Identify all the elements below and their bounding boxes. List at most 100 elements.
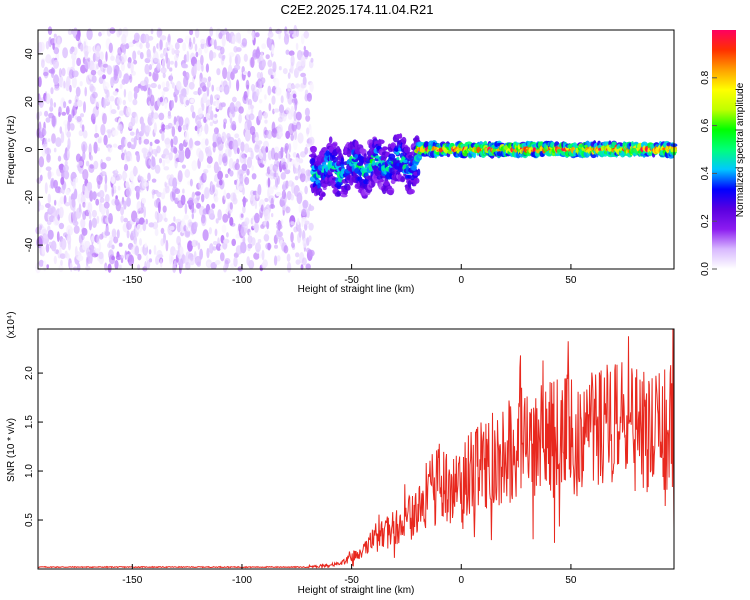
spectrogram-cell	[171, 48, 175, 55]
spectrogram-cell	[198, 150, 204, 163]
spectrogram-cell	[58, 222, 65, 230]
spectrogram-cell	[321, 183, 328, 188]
spectrogram-cell	[141, 197, 146, 204]
spectrogram-cell	[58, 264, 64, 273]
spectrogram-cell	[165, 137, 171, 149]
spectrogram-cell	[290, 133, 295, 141]
spectrogram-cell	[288, 50, 295, 56]
spectrogram-cell	[64, 160, 68, 166]
spectrogram-cell	[131, 70, 136, 76]
spectrogram-cell	[90, 69, 97, 76]
snr-x-ticks: -150 -100 -50 0 50	[122, 564, 577, 586]
spectrogram-cell	[162, 87, 170, 92]
spectrogram-cell	[178, 143, 184, 151]
spectrogram-cell	[298, 203, 303, 214]
spectrogram-cell	[248, 259, 255, 269]
spectrogram-cell	[242, 186, 245, 196]
spectrogram-cell	[271, 95, 276, 105]
spectrogram-cell	[107, 263, 112, 273]
spectrogram-cell	[112, 143, 118, 148]
spectrogram-cell	[120, 206, 125, 216]
spectrogram-cell	[71, 197, 76, 208]
spectrogram-cell	[86, 28, 93, 41]
spectrogram-cell	[220, 252, 225, 262]
spectrogram-cell	[130, 180, 135, 192]
spectrogram-cell	[229, 216, 234, 226]
spectrogram-cell	[93, 160, 99, 170]
spectrogram-cell	[255, 32, 260, 38]
spectrogram-cell	[240, 141, 245, 153]
spectrogram-cell	[118, 69, 122, 79]
spectrogram-cell	[48, 69, 55, 74]
y-tick-label: 0	[24, 146, 35, 152]
spectrogram-cell	[170, 138, 174, 148]
spectrogram-cell	[105, 156, 112, 162]
spectrogram-cell	[167, 110, 171, 117]
spectrogram-cell	[156, 213, 163, 223]
spectrogram-cell	[185, 99, 190, 106]
spectrogram-cell	[195, 59, 202, 71]
spectrogram-cell	[125, 181, 130, 187]
spectrogram-cell	[298, 158, 304, 164]
spectrogram-cell	[210, 38, 215, 46]
spectrogram-cell	[181, 218, 186, 227]
spectrogram-cell	[239, 173, 244, 185]
colorbar-ticks: 0.0 0.2 0.4 0.6 0.8	[700, 70, 717, 276]
spectrogram-cell	[114, 198, 120, 206]
x-tick-label: -50	[344, 575, 359, 586]
spectrogram-cell	[66, 75, 71, 88]
spectrogram-cell	[202, 85, 207, 92]
spectrogram-cell	[250, 150, 254, 160]
spectrogram-cell	[403, 146, 411, 154]
spectrogram-cells	[35, 24, 678, 274]
spectrogram-cell	[138, 136, 142, 145]
spectrogram-cell	[198, 47, 203, 56]
spectrogram-cell	[183, 54, 188, 63]
spectrogram-cell	[254, 199, 258, 210]
spectrogram-cell	[123, 200, 127, 210]
spectrogram-cell	[111, 244, 115, 250]
spectrogram-cell	[308, 235, 312, 242]
spectrogram-cell	[191, 111, 196, 119]
spectrogram-cell	[223, 122, 226, 130]
spectrogram-cell	[138, 174, 141, 181]
spectrogram-cell	[260, 204, 264, 212]
spectrogram-cell	[292, 93, 297, 99]
spectrogram-cell	[85, 265, 91, 271]
spectrogram-cell	[87, 202, 93, 214]
spectrogram-cell	[102, 113, 107, 125]
spectrogram-cell	[234, 179, 237, 185]
spectrogram-cell	[206, 86, 210, 97]
spectrogram-cell	[304, 108, 310, 117]
spectrogram-cell	[115, 254, 122, 261]
spectrogram-cell	[408, 155, 413, 159]
spectrogram-cell	[143, 138, 150, 145]
spectrogram-cell	[213, 127, 219, 135]
spectrogram-cell	[160, 53, 164, 59]
spectrogram-cell	[162, 205, 167, 213]
spectrogram-cell	[59, 126, 63, 134]
spectrogram-cell	[67, 137, 71, 150]
spectrogram-cell	[158, 112, 165, 121]
spectrogram-cell	[89, 190, 94, 202]
spectrogram-cell	[69, 262, 73, 272]
spectrogram-cell	[144, 242, 147, 248]
spectrogram-cell	[214, 228, 218, 237]
spectrogram-cell	[254, 136, 259, 142]
spectrogram-cell	[149, 141, 153, 147]
spectrogram-cell	[229, 55, 232, 65]
spectrogram-cell	[305, 263, 311, 270]
spectrogram-cell	[332, 156, 338, 163]
spectrogram-cell	[169, 67, 173, 72]
spectrogram-cell	[184, 203, 188, 215]
spectrogram-cell	[411, 164, 417, 171]
spectrogram-cell	[274, 244, 278, 249]
spectrogram-cell	[253, 222, 259, 233]
spectrogram-cell	[299, 172, 306, 183]
spectrogram-cell	[217, 166, 221, 172]
spectrogram-cell	[195, 51, 199, 58]
spectrogram-cell	[147, 35, 154, 41]
spectrogram-y-label: Frequency (Hz)	[6, 116, 17, 185]
spectrogram-cell	[208, 208, 215, 219]
spectrogram-cell	[67, 240, 71, 251]
